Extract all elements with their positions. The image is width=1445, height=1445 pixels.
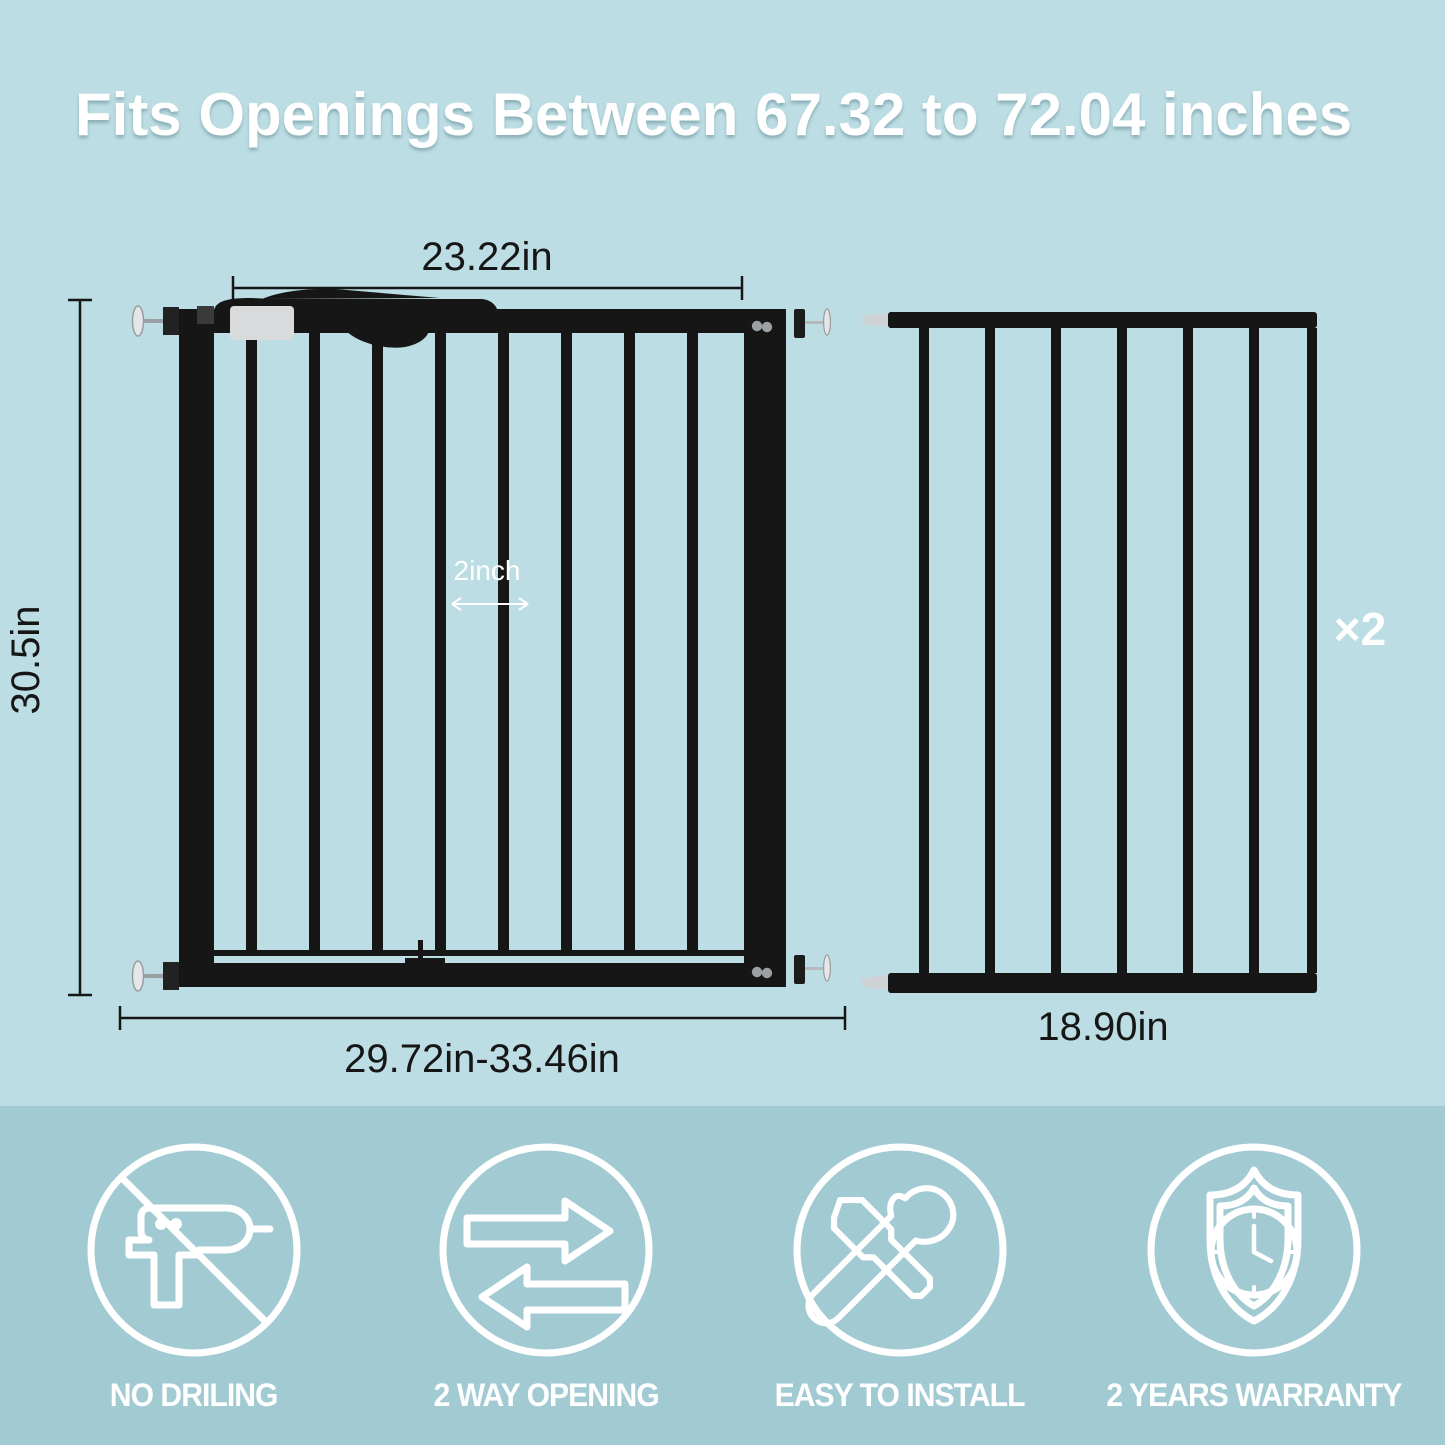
svg-text:29.72in-33.46in: 29.72in-33.46in [344, 1037, 620, 1081]
svg-text:×2: ×2 [1334, 603, 1386, 655]
svg-text:EASY TO INSTALL: EASY TO INSTALL [775, 1377, 1026, 1413]
svg-text:2 YEARS WARRANTY: 2 YEARS WARRANTY [1106, 1377, 1402, 1413]
svg-text:18.90in: 18.90in [1037, 1005, 1168, 1049]
svg-text:23.22in: 23.22in [421, 235, 552, 279]
svg-text:2 WAY OPENING: 2 WAY OPENING [434, 1377, 659, 1413]
svg-text:30.5in: 30.5in [4, 606, 48, 715]
svg-text:NO DRILING: NO DRILING [110, 1377, 278, 1413]
svg-text:2inch: 2inch [454, 555, 521, 586]
